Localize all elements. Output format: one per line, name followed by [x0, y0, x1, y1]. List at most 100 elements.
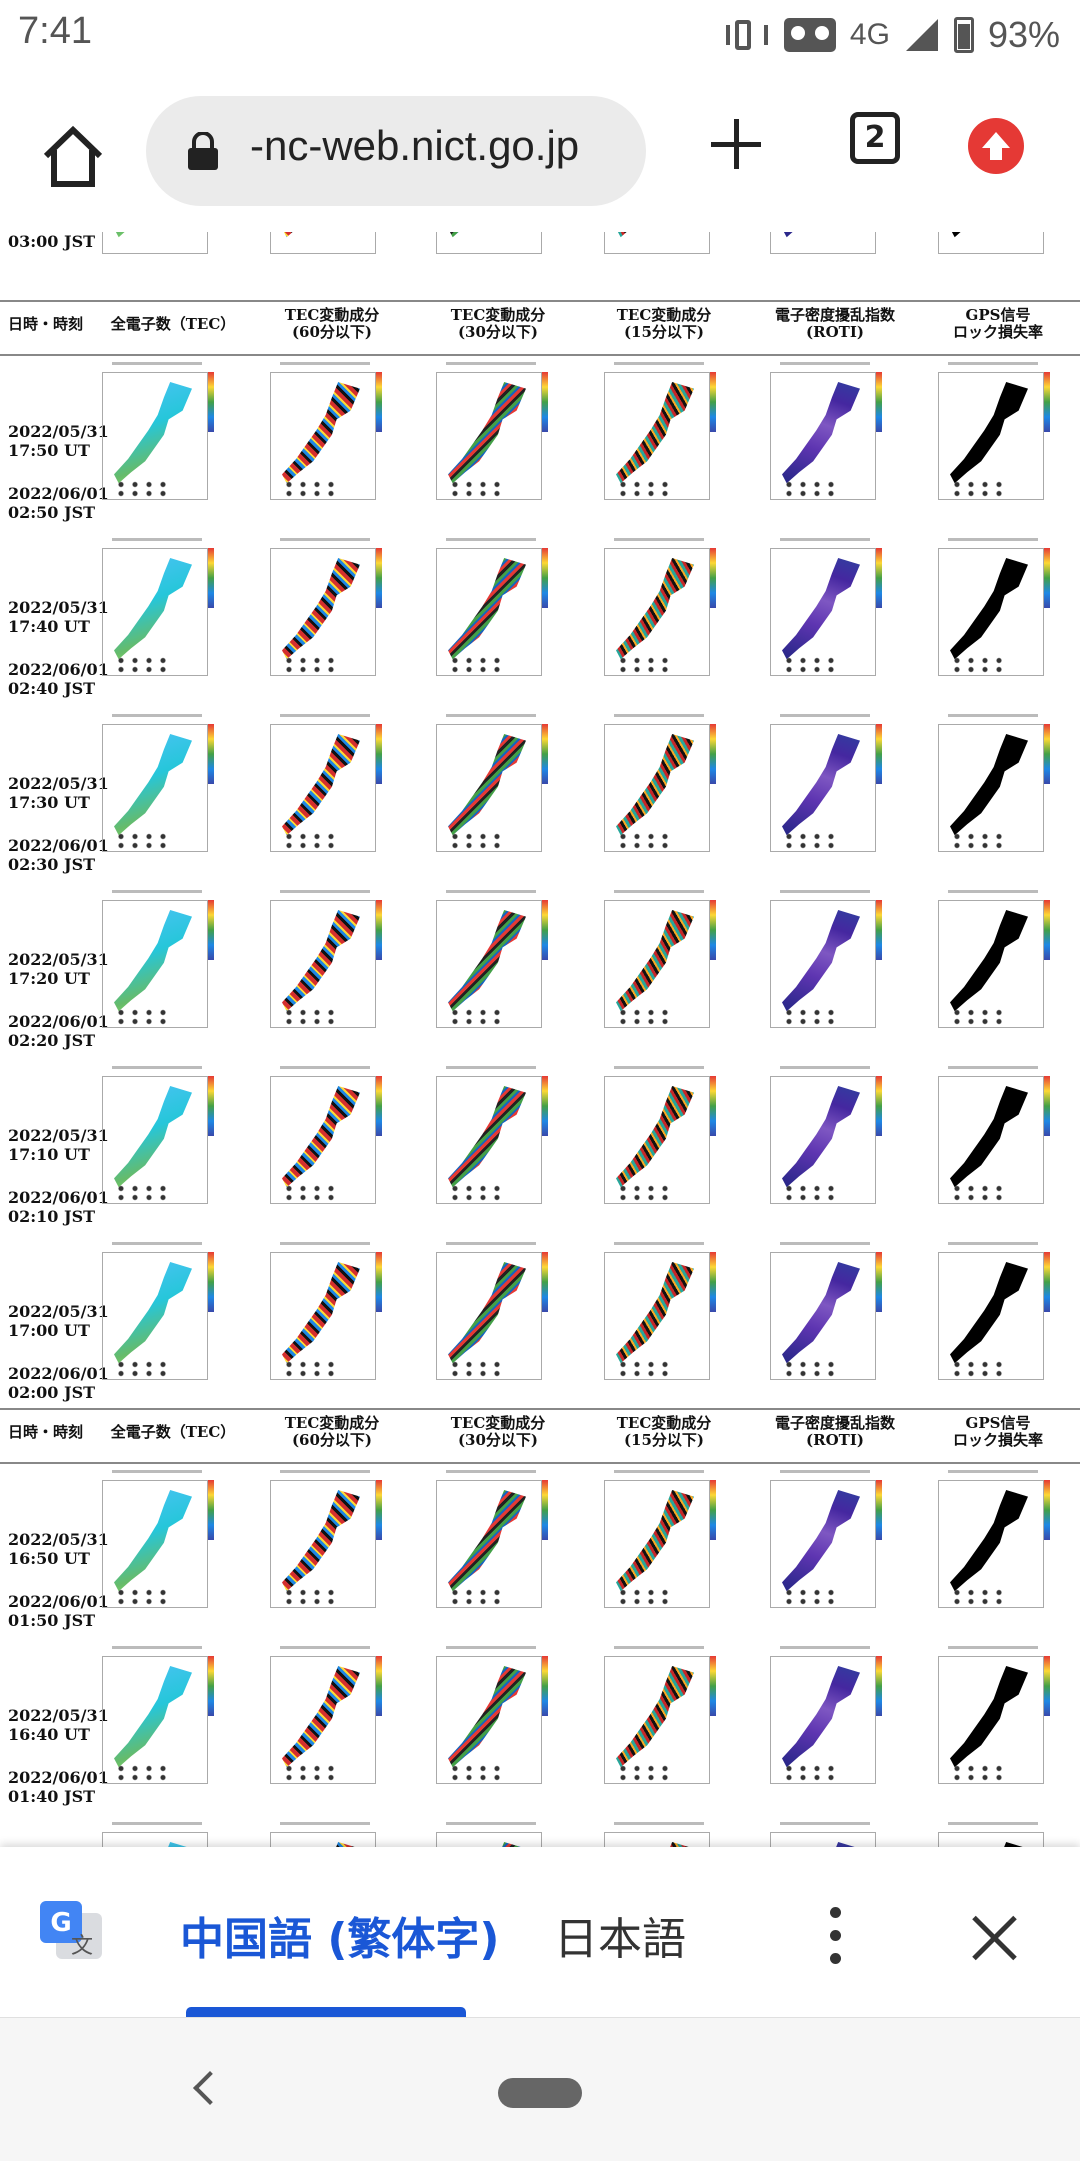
page-content[interactable]: 03:00 JST 日時・時刻 全電子数（TEC） TEC変動成分 (60分以下)…: [0, 232, 1080, 1847]
home-icon[interactable]: [38, 122, 108, 192]
tec-30min-map[interactable]: [418, 890, 548, 1040]
row-label: 2022/05/31 16:40 UT 2022/06/01 01:40 JST: [8, 1706, 109, 1806]
table-row: 2022/05/31 17:30 UT 2022/06/01 02:30 JST: [0, 710, 1080, 886]
tec-30min-map[interactable]: [418, 1822, 548, 1847]
tec-60min-map[interactable]: [252, 714, 382, 864]
tec-map[interactable]: [84, 1066, 214, 1216]
tec-30min-map[interactable]: [418, 1066, 548, 1216]
active-tab-indicator: [186, 2007, 466, 2017]
more-options-icon[interactable]: [830, 1907, 842, 1967]
status-icons: 4G 93%: [724, 14, 1060, 56]
roti-map[interactable]: [752, 1242, 882, 1392]
tec-60min-map[interactable]: [252, 362, 382, 512]
ut-date: 2022/05/31: [8, 950, 109, 969]
status-time: 7:41: [18, 10, 92, 52]
new-tab-icon[interactable]: [706, 114, 766, 174]
tec-map[interactable]: [84, 538, 214, 688]
tab-switcher-button[interactable]: 2: [850, 112, 900, 164]
tec-15min-map[interactable]: [586, 714, 716, 864]
tec-30min-map[interactable]: [418, 714, 548, 864]
roti-map[interactable]: [752, 1646, 882, 1796]
roti-map[interactable]: [752, 890, 882, 1040]
ut-time: 16:40 UT: [8, 1725, 90, 1744]
roti-map[interactable]: [752, 538, 882, 688]
tec-map[interactable]: [84, 1822, 214, 1847]
battery-icon: [953, 17, 974, 53]
tec-60min-map[interactable]: [252, 1822, 382, 1847]
gps-loss-map[interactable]: [920, 1470, 1050, 1620]
target-language-tab[interactable]: 日本語: [554, 1914, 686, 1965]
roti-map[interactable]: [752, 714, 882, 864]
tec-map[interactable]: [84, 1646, 214, 1796]
tec-60min-map[interactable]: [252, 1242, 382, 1392]
jst-date: 2022/06/01: [8, 1188, 109, 1207]
update-icon[interactable]: [968, 118, 1024, 174]
tec-30min-map[interactable]: [418, 1470, 548, 1620]
ut-time: 17:30 UT: [8, 793, 90, 812]
ut-date: 2022/05/31: [8, 598, 109, 617]
back-icon[interactable]: [193, 2071, 227, 2105]
jst-date: 2022/06/01: [8, 1364, 109, 1383]
jst-date: 2022/06/01: [8, 484, 109, 503]
tec-15min-map[interactable]: [586, 538, 716, 688]
table-row: 2022/05/31 17:00 UT 2022/06/01 02:00 JST: [0, 1238, 1080, 1414]
tec-30min-map[interactable]: [418, 362, 548, 512]
roti-map[interactable]: [752, 1470, 882, 1620]
jst-time: 03:00 JST: [8, 232, 96, 251]
tec-60min-map[interactable]: [252, 1646, 382, 1796]
tec-map[interactable]: [84, 890, 214, 1040]
ut-time: 17:00 UT: [8, 1321, 90, 1340]
tec-60min-map[interactable]: [252, 1470, 382, 1620]
tec-15min-map[interactable]: [586, 1242, 716, 1392]
tec-30min-map[interactable]: [418, 538, 548, 688]
jst-time: 01:50 JST: [8, 1611, 96, 1630]
tec-60min-map[interactable]: [252, 890, 382, 1040]
jst-time: 02:00 JST: [8, 1383, 96, 1402]
tec-60min-map[interactable]: [252, 1066, 382, 1216]
row-label: 2022/05/31 17:00 UT 2022/06/01 02:00 JST: [8, 1302, 109, 1402]
tec-map[interactable]: [84, 362, 214, 512]
table-row: 2022/05/31 17:10 UT 2022/06/01 02:10 JST: [0, 1062, 1080, 1238]
roti-map[interactable]: [752, 1822, 882, 1847]
tec-map[interactable]: [84, 714, 214, 864]
tec-30min-map[interactable]: [418, 1646, 548, 1796]
tec-15min-map[interactable]: [586, 1470, 716, 1620]
jst-time: 02:30 JST: [8, 855, 96, 874]
gps-loss-map[interactable]: [920, 1066, 1050, 1216]
table-header: 日時・時刻 全電子数（TEC） TEC変動成分 (60分以下) TEC変動成分 (3…: [0, 300, 1080, 356]
jst-date: 2022/06/01: [8, 836, 109, 855]
tec-15min-map[interactable]: [586, 1646, 716, 1796]
tec-map[interactable]: [84, 1470, 214, 1620]
row-label: 2022/05/31 17:50 UT 2022/06/01 02:50 JST: [8, 422, 109, 522]
row-label: 2022/05/31 17:40 UT 2022/06/01 02:40 JST: [8, 598, 109, 698]
gps-loss-map[interactable]: [920, 714, 1050, 864]
tec-15min-map[interactable]: [586, 362, 716, 512]
home-pill[interactable]: [498, 2078, 582, 2108]
roti-map[interactable]: [752, 1066, 882, 1216]
tec-30min-map[interactable]: [418, 1242, 548, 1392]
source-language-tab[interactable]: 中国語 (繁体字): [180, 1914, 500, 1965]
gps-loss-map: [920, 232, 1050, 266]
google-translate-icon: G 文: [38, 1899, 104, 1965]
tec-15min-map[interactable]: [586, 1822, 716, 1847]
table-row: 2022/05/31 17:50 UT 2022/06/01 02:50 JST: [0, 358, 1080, 534]
tec-60min-map[interactable]: [252, 538, 382, 688]
close-icon[interactable]: [970, 1913, 1020, 1963]
header-gps: GPS信号 ロック損失率: [952, 306, 1043, 341]
table-header: 日時・時刻 全電子数（TEC） TEC変動成分 (60分以下) TEC変動成分 (3…: [0, 1408, 1080, 1464]
gps-loss-map[interactable]: [920, 1822, 1050, 1847]
gps-loss-map[interactable]: [920, 890, 1050, 1040]
tec-15min-map[interactable]: [586, 890, 716, 1040]
ut-time: 17:40 UT: [8, 617, 90, 636]
tec-map[interactable]: [84, 1242, 214, 1392]
gps-loss-map[interactable]: [920, 1242, 1050, 1392]
roti-map[interactable]: [752, 362, 882, 512]
address-bar[interactable]: -nc-web.nict.go.jp: [146, 96, 646, 206]
jst-time: 02:10 JST: [8, 1207, 96, 1226]
svg-text:G: G: [50, 1908, 71, 1938]
tec-15min-map[interactable]: [586, 1066, 716, 1216]
gps-loss-map[interactable]: [920, 362, 1050, 512]
gps-loss-map[interactable]: [920, 538, 1050, 688]
gps-loss-map[interactable]: [920, 1646, 1050, 1796]
header-roti: 電子密度擾乱指数 (ROTI): [774, 1414, 895, 1449]
